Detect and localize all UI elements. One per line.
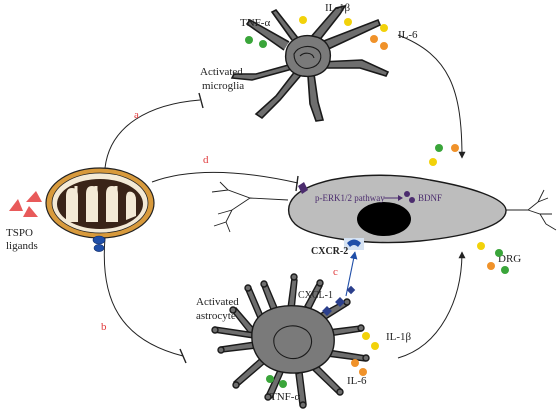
tspo-receptor-icon — [93, 244, 105, 252]
il6-label-top: IL-6 — [398, 29, 418, 41]
pathway-b-letter: b — [101, 321, 107, 333]
pathway-b-bar — [179, 348, 187, 364]
orange-dot-icon — [380, 42, 388, 50]
green-dot-icon — [279, 380, 287, 388]
tspo-label-line2: ligands — [6, 240, 38, 252]
triangle-icon — [9, 199, 23, 211]
yellow-dot-icon — [299, 16, 307, 24]
astro-label-line2: astrocyte — [196, 310, 236, 322]
green-dot-icon — [501, 266, 509, 274]
connectors — [103, 34, 466, 364]
bdnf-label: BDNF — [418, 193, 442, 203]
pathway-b-line — [103, 237, 184, 357]
yellow-dot-icon — [371, 342, 379, 350]
drg-nucleus — [357, 202, 411, 236]
microglia-cell-icon — [230, 4, 390, 122]
bdnf-dot-icon — [409, 197, 415, 203]
orange-dot-icon — [359, 368, 367, 376]
pathway-d-letter: d — [203, 154, 209, 166]
triangle-icon — [23, 206, 38, 217]
microglia-cytokine-dots — [245, 16, 388, 50]
yellow-dot-icon — [362, 332, 370, 340]
cxcr2-receptor-icon — [347, 239, 361, 247]
microglia-label-line1: Activated — [200, 66, 243, 78]
pathway-d-line — [151, 171, 299, 184]
tspo-label-line1: TSPO — [6, 227, 33, 239]
green-dot-icon — [266, 375, 274, 383]
perk-label: p-ERK1/2 pathway — [315, 193, 385, 203]
tspo-receptor-icon — [92, 235, 106, 245]
green-dot-icon — [495, 249, 503, 257]
triangle-icon — [26, 191, 42, 202]
pathway-a-letter: a — [134, 109, 139, 121]
green-dot-icon — [259, 40, 267, 48]
arrowhead-icon — [398, 195, 403, 201]
neuron-bottom-cytokine-dots — [477, 242, 509, 274]
diamond-icon — [346, 285, 356, 295]
il1b-label-bottom: IL-1β — [386, 331, 412, 343]
microglia-label-line2: microglia — [202, 80, 244, 92]
astrocyte-cell-icon — [211, 273, 370, 409]
bdnf-dot-icon — [404, 191, 410, 197]
yellow-dot-icon — [429, 158, 437, 166]
perk-marker-icon — [298, 182, 308, 194]
pathway-c-letter: c — [333, 266, 338, 278]
pathway-a-bar — [198, 92, 204, 109]
yellow-dot-icon — [344, 18, 352, 26]
astro-label-line1: Activated — [196, 296, 239, 308]
yellow-dot-icon — [380, 24, 388, 32]
mitochondrion-icon — [45, 167, 155, 239]
orange-dot-icon — [487, 262, 495, 270]
orange-dot-icon — [451, 144, 459, 152]
il6-label-bottom: IL-6 — [347, 375, 367, 387]
neuron-top-cytokine-dots — [429, 144, 459, 166]
orange-dot-icon — [351, 359, 359, 367]
tspo-ligand-triangles — [9, 191, 42, 217]
yellow-dot-icon — [477, 242, 485, 250]
pathway-c-arrow — [345, 251, 358, 297]
cxcr2-label: CXCR-2 — [311, 246, 348, 257]
orange-dot-icon — [370, 35, 378, 43]
drg-label: DRG — [498, 253, 521, 265]
green-dot-icon — [245, 36, 253, 44]
astrocyte-cytokine-dots — [266, 332, 379, 388]
pathway-a-line — [104, 99, 201, 169]
cxcl1-label: CXCL-1 — [298, 290, 333, 301]
astrocyte-to-neuron-arrow — [397, 251, 466, 359]
microglia-to-neuron-arrow — [397, 34, 466, 159]
green-dot-icon — [435, 144, 443, 152]
tnf-label-bottom: TNF-α — [270, 391, 300, 403]
drg-neuron-icon — [211, 174, 557, 244]
pathway-d-bar — [295, 175, 299, 192]
tnf-label-top: TNF-α — [240, 17, 270, 29]
il1b-label-top: IL-1β — [325, 2, 351, 14]
